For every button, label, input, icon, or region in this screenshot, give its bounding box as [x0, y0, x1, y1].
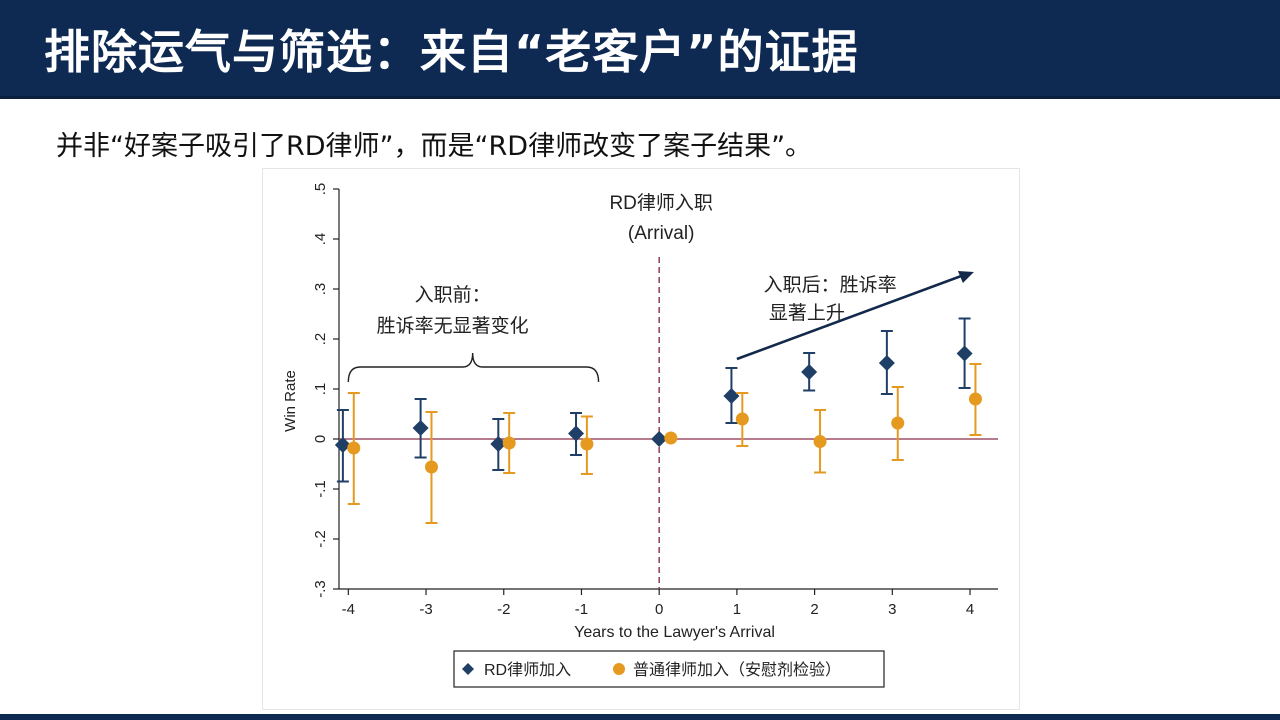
point-circle — [891, 416, 905, 430]
annotation-before: 入职前： — [415, 284, 491, 306]
point-diamond — [490, 436, 507, 452]
coefficient-chart: -.3 -.2 -.1 0 .1 .2 .3 .4 .5 -4 -3 -2 -1 0 1 2 3 4 Years t… — [282, 183, 998, 688]
y-tick-label: .2 — [312, 333, 329, 346]
x-tick-label: 0 — [655, 601, 663, 618]
point-diamond — [801, 364, 818, 380]
annotation-after-sub: 显著上升 — [769, 302, 845, 324]
chart-frame: -.3 -.2 -.1 0 .1 .2 .3 .4 .5 -4 -3 -2 -1 0 1 2 3 4 Years t… — [262, 168, 1020, 710]
point-circle — [502, 436, 516, 450]
y-tick-label: 0 — [312, 435, 329, 443]
y-tick-label: -.3 — [312, 580, 329, 598]
y-tick-label: .1 — [312, 383, 329, 396]
point-circle — [424, 460, 438, 474]
series-ordinary — [347, 363, 982, 524]
legend-box — [453, 650, 885, 688]
x-tick-label: -4 — [342, 601, 355, 618]
point-diamond — [956, 345, 973, 362]
legend-label-ordinary: 普通律师加入（安慰剂检验） — [633, 661, 841, 679]
point-circle — [968, 392, 982, 406]
annotation-before-sub: 胜诉率无显著变化 — [377, 315, 529, 337]
y-tick-label: -.1 — [312, 480, 329, 498]
legend-label-rd: RD律师加入 — [484, 661, 571, 679]
point-circle — [664, 431, 678, 445]
x-tick-label: -1 — [575, 601, 588, 618]
y-tick-label: .3 — [312, 283, 329, 296]
before-brace — [347, 352, 600, 383]
point-diamond — [568, 425, 585, 442]
series-rd — [334, 317, 973, 483]
point-circle — [735, 412, 749, 426]
chart-legend: RD律师加入 普通律师加入（安慰剂检验） — [453, 650, 885, 688]
y-tick-label: .5 — [312, 183, 329, 196]
x-tick-label: -3 — [419, 601, 432, 618]
x-tick-label: 4 — [966, 601, 974, 618]
annotation-after: 入职后：胜诉率 — [764, 274, 897, 296]
legend-marker-ordinary — [613, 663, 625, 675]
bottom-divider — [0, 714, 1280, 720]
point-diamond — [878, 355, 895, 371]
x-axis-title: Years to the Lawyer's Arrival — [574, 624, 775, 641]
title-bar: 排除运气与筛选：来自“老客户”的证据 — [0, 0, 1280, 99]
annotation-arrival: RD律师入职 — [609, 192, 712, 214]
point-diamond — [651, 431, 668, 447]
point-circle — [580, 437, 594, 451]
trend-arrow-head — [957, 271, 974, 283]
point-circle — [347, 441, 361, 455]
point-diamond — [412, 420, 429, 436]
point-diamond — [334, 437, 351, 453]
slide-title: 排除运气与筛选：来自“老客户”的证据 — [44, 25, 859, 79]
x-tick-label: 3 — [888, 601, 896, 618]
point-circle — [813, 435, 827, 448]
y-axis-title: Win Rate — [282, 370, 299, 432]
slide-subtitle: 并非“好案子吸引了RD律师”，而是“RD律师改变了案子结果”。 — [56, 131, 813, 162]
x-tick-label: -2 — [497, 601, 510, 618]
trend-arrow-line — [736, 273, 965, 361]
point-diamond — [723, 388, 740, 404]
x-tick-label: 2 — [810, 601, 818, 618]
x-tick-label: 1 — [733, 601, 741, 618]
y-tick-label: -.2 — [312, 530, 329, 548]
legend-marker-rd — [462, 663, 474, 675]
y-tick-label: .4 — [312, 233, 329, 246]
annotation-arrival-sub: (Arrival) — [628, 223, 695, 244]
